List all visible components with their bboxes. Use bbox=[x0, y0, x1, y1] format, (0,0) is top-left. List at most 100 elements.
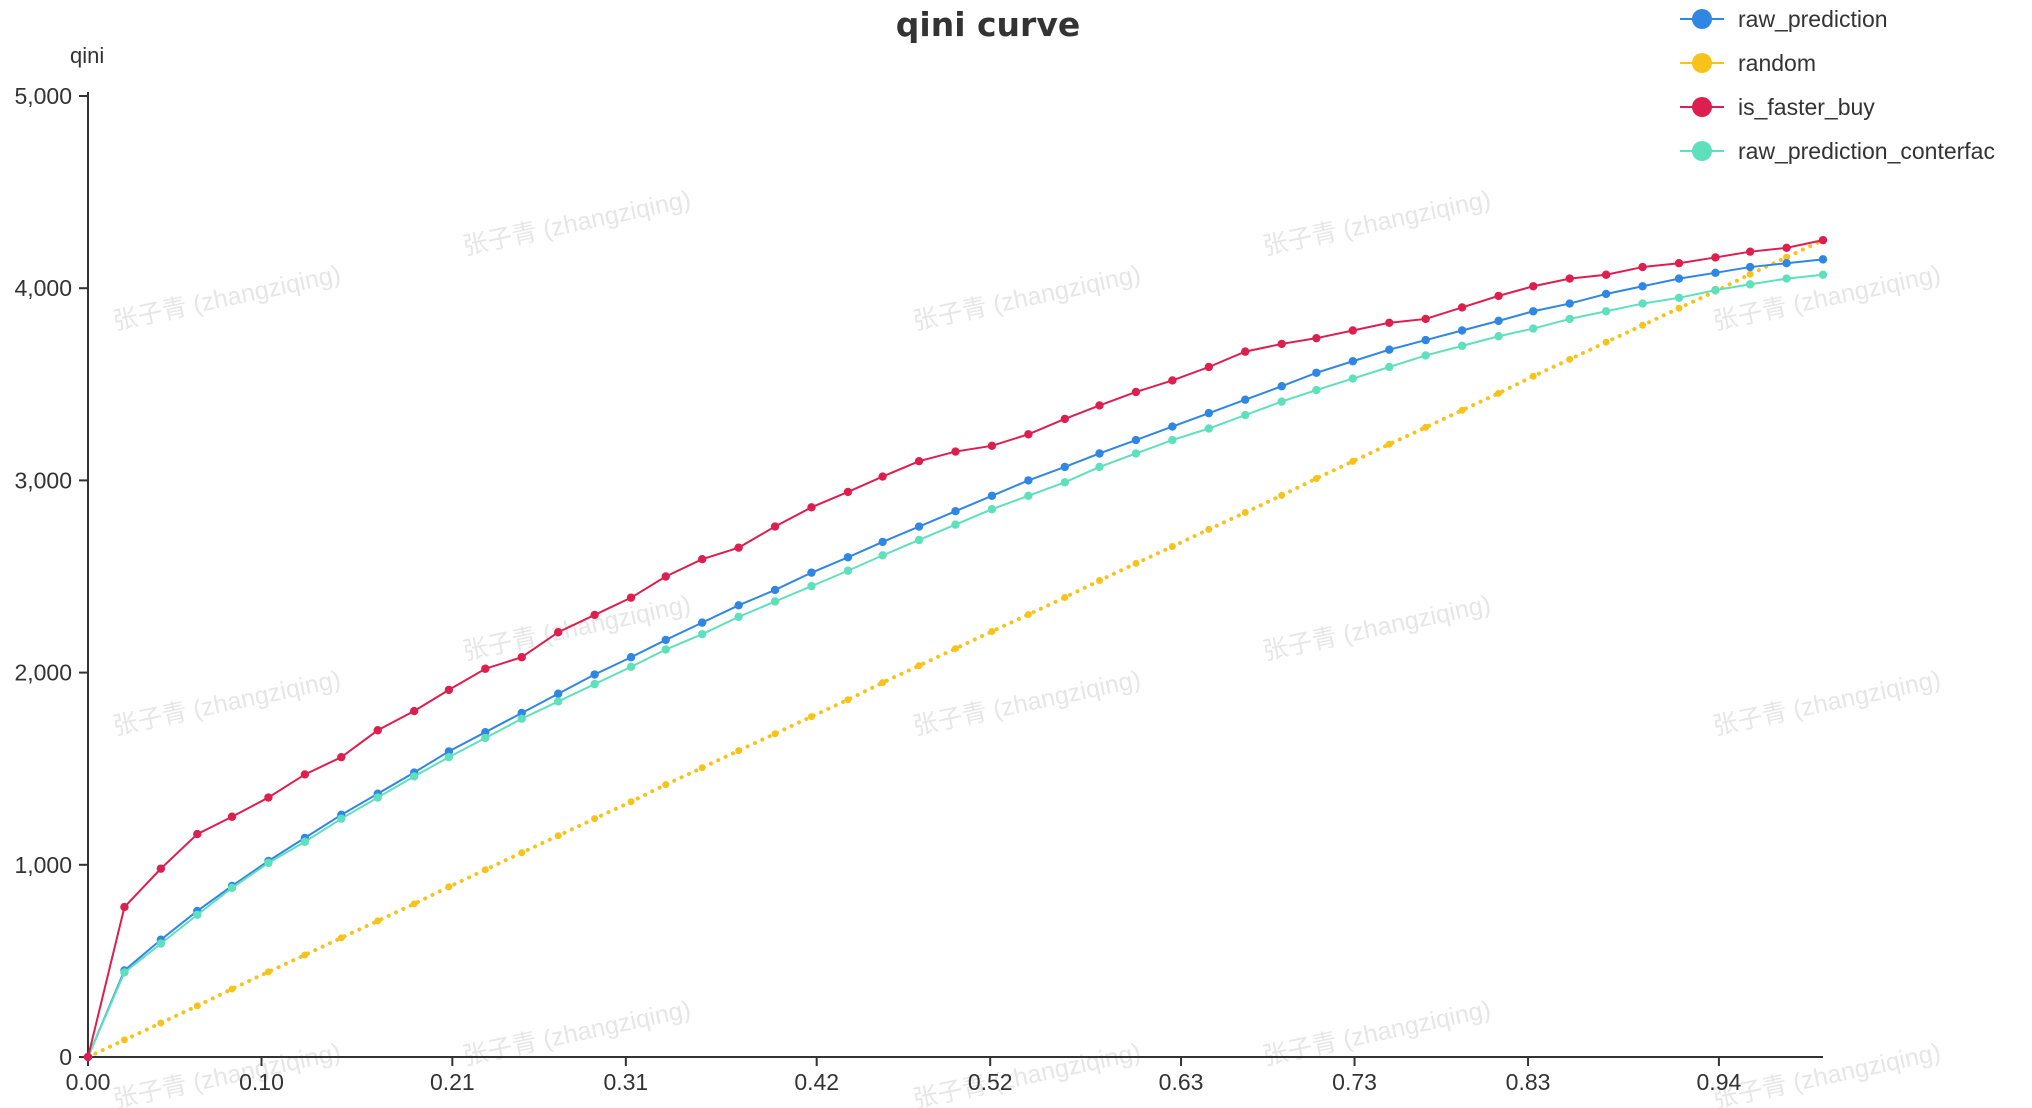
data-point bbox=[374, 917, 382, 925]
data-point bbox=[1494, 332, 1503, 341]
data-point bbox=[1312, 474, 1320, 482]
data-point bbox=[300, 837, 310, 846]
legend-item-is-faster-buy[interactable]: is_faster_buy bbox=[1680, 94, 1875, 120]
data-point bbox=[1131, 449, 1141, 458]
data-point bbox=[1674, 274, 1684, 283]
data-point bbox=[844, 696, 852, 704]
data-point bbox=[1024, 611, 1032, 619]
x-tick-label: 0.10 bbox=[239, 1069, 284, 1095]
x-tick-label: 0.94 bbox=[1697, 1069, 1742, 1095]
data-point bbox=[878, 551, 887, 560]
data-point bbox=[553, 628, 563, 637]
data-point bbox=[1782, 259, 1791, 268]
data-point bbox=[987, 505, 997, 514]
data-point bbox=[1349, 457, 1357, 465]
data-point bbox=[337, 752, 346, 762]
watermark-text: 张子青 (zhangziqing) bbox=[910, 665, 1143, 741]
legend-item-random[interactable]: random bbox=[1680, 50, 1816, 76]
data-point bbox=[734, 543, 743, 552]
data-point bbox=[409, 706, 419, 716]
data-point bbox=[1638, 282, 1647, 291]
data-point bbox=[193, 829, 202, 839]
data-point bbox=[661, 635, 670, 645]
series-raw-prediction bbox=[83, 255, 1828, 1062]
watermark-text: 张子青 (zhangziqing) bbox=[460, 590, 693, 666]
data-point bbox=[770, 585, 780, 595]
watermark-text: 张子青 (zhangziqing) bbox=[460, 185, 693, 261]
data-point bbox=[301, 951, 309, 959]
data-point bbox=[1060, 478, 1070, 487]
data-point bbox=[444, 685, 454, 695]
data-point bbox=[517, 653, 526, 662]
data-point bbox=[83, 1052, 93, 1062]
data-point bbox=[770, 597, 780, 606]
data-point bbox=[1348, 326, 1358, 335]
data-point bbox=[1277, 382, 1286, 391]
legend-item-raw-prediction-conterfac[interactable]: raw_prediction_conterfac bbox=[1680, 138, 1995, 164]
data-point bbox=[1277, 397, 1286, 406]
data-point bbox=[1312, 368, 1321, 377]
data-point bbox=[1131, 387, 1141, 397]
data-point bbox=[1277, 339, 1286, 349]
data-point bbox=[1421, 351, 1430, 360]
data-point bbox=[1711, 268, 1720, 278]
data-point bbox=[1168, 435, 1177, 445]
data-point bbox=[1312, 333, 1321, 343]
data-point bbox=[1204, 424, 1214, 433]
data-point bbox=[264, 968, 272, 976]
data-point bbox=[1494, 291, 1503, 301]
data-point bbox=[987, 491, 997, 500]
data-point bbox=[1565, 314, 1574, 324]
watermark-text: 张子青 (zhangziqing) bbox=[110, 260, 343, 336]
x-tick-label: 0.00 bbox=[66, 1069, 111, 1095]
data-point bbox=[120, 902, 129, 912]
x-tick-label: 0.73 bbox=[1332, 1069, 1377, 1095]
legend-item-raw-prediction[interactable]: raw_prediction bbox=[1680, 6, 1888, 32]
data-point bbox=[1241, 395, 1250, 404]
data-point bbox=[409, 772, 419, 781]
data-point bbox=[734, 601, 743, 610]
series-is-faster-buy bbox=[83, 235, 1828, 1062]
data-point bbox=[1638, 299, 1647, 308]
data-point bbox=[1204, 408, 1214, 418]
data-point bbox=[1422, 423, 1430, 431]
watermark-text: 张子青 (zhangziqing) bbox=[110, 1038, 343, 1108]
data-point bbox=[626, 593, 636, 602]
data-point bbox=[914, 535, 924, 545]
data-point bbox=[1565, 299, 1574, 308]
data-point bbox=[1024, 476, 1033, 485]
data-point bbox=[878, 472, 887, 481]
watermark-text: 张子青 (zhangziqing) bbox=[910, 1038, 1143, 1108]
data-point bbox=[1529, 307, 1538, 316]
data-point bbox=[373, 726, 382, 735]
data-point bbox=[952, 645, 959, 653]
data-point bbox=[1818, 255, 1828, 264]
data-point bbox=[1674, 293, 1684, 303]
data-point bbox=[1348, 374, 1358, 383]
data-point bbox=[1061, 593, 1069, 601]
y-tick-label: 2,000 bbox=[14, 660, 72, 686]
legend-label: raw_prediction bbox=[1738, 6, 1888, 32]
data-point bbox=[1204, 362, 1214, 372]
data-point bbox=[1095, 462, 1104, 472]
data-point bbox=[264, 793, 273, 802]
data-point bbox=[193, 910, 202, 919]
data-point bbox=[661, 572, 670, 581]
data-point bbox=[590, 670, 599, 679]
x-tick-label: 0.83 bbox=[1506, 1069, 1551, 1095]
data-point bbox=[1782, 243, 1791, 253]
legend-marker bbox=[1692, 97, 1712, 117]
data-point bbox=[444, 752, 454, 762]
data-point bbox=[807, 713, 815, 721]
x-tick-label: 0.21 bbox=[430, 1069, 475, 1095]
data-point bbox=[914, 456, 924, 466]
data-point bbox=[1783, 253, 1791, 261]
watermark-text: 张子青 (zhangziqing) bbox=[910, 260, 1143, 336]
data-point bbox=[120, 1036, 128, 1044]
data-point bbox=[1060, 462, 1070, 472]
data-point bbox=[662, 781, 670, 789]
data-point bbox=[120, 968, 129, 977]
data-point bbox=[517, 708, 526, 718]
data-point bbox=[697, 618, 707, 627]
